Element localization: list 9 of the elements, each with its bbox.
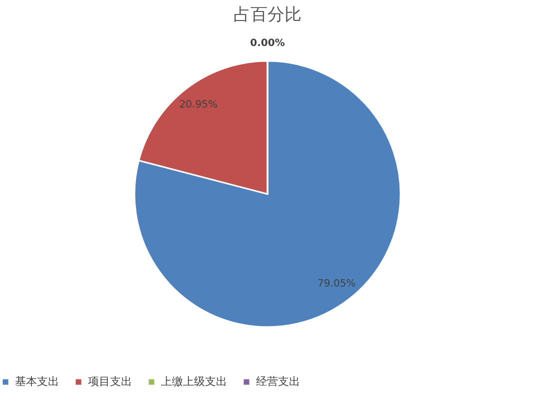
legend-label: 基本支出 — [15, 374, 59, 388]
data-label: 20.95% — [179, 100, 218, 111]
legend-label: 经营支出 — [256, 374, 300, 388]
text: 0.00% — [250, 38, 285, 49]
data-label: 79.05% — [318, 278, 356, 290]
chart-title: 占百分比 — [234, 5, 302, 25]
legend-label: 项目支出 — [88, 374, 132, 388]
pie-slice — [134, 60, 402, 328]
legend-label: 上缴上级支出 — [161, 374, 227, 388]
